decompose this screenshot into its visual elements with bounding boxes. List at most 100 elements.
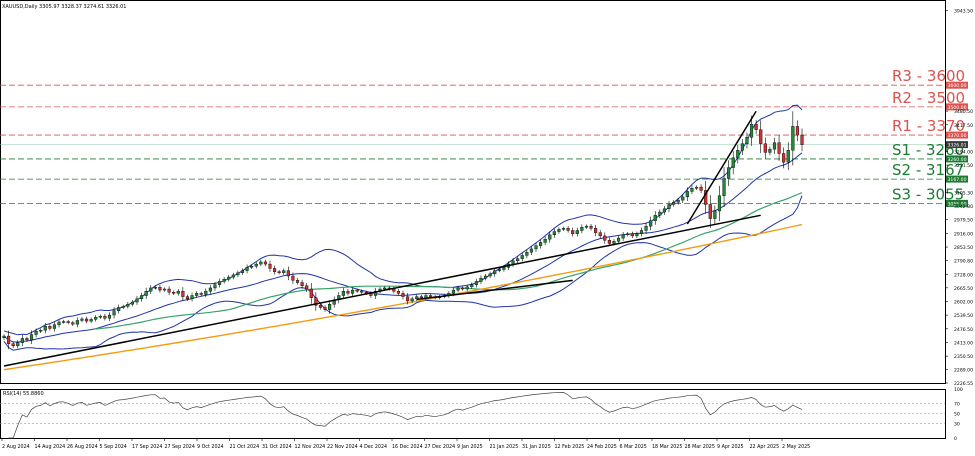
candle [465,286,469,290]
x-tick-label: 9 Jan 2025 [457,444,483,450]
rsi-tick-label: 0 [954,436,957,442]
x-tick-label: 12 Feb 2025 [555,444,585,450]
candle [575,230,579,234]
candle [16,342,20,347]
level-tag-text: 3260.00 [948,157,967,163]
candle [135,298,139,303]
x-tick-label: 22 Nov 2024 [327,444,358,450]
levels-layer [0,84,945,204]
level-label: S3 - 3055 [892,185,964,203]
level-tag-text: 3370.00 [948,133,967,139]
candle [350,289,355,294]
candle [525,251,529,256]
current-price-tag [946,141,968,149]
x-tick-label: 6 Mar 2025 [620,444,647,450]
symbol-header: XAUUSD,Daily 3305.97 3328.37 3274.61 332… [2,4,127,10]
candle [34,331,38,335]
x-tick-label: 21 Jan 2025 [490,444,519,450]
candle [245,267,249,271]
candle [341,290,345,296]
rsi-indicator: 100 70 50 30 0 [0,387,963,442]
trendline-long [3,214,761,367]
candle [415,296,419,299]
x-tick-label: 27 Dec 2024 [425,444,456,450]
candle [254,263,258,267]
candle [149,287,153,292]
candle [557,229,561,232]
level-tag [946,81,968,89]
y-tick-label: 2413.00 [954,341,973,347]
candle [713,210,717,219]
y-tick-label: 2289.00 [954,367,973,373]
candle [167,288,171,293]
candle [259,261,263,265]
candle [286,270,290,277]
level-tag [946,175,968,183]
rsi-plot-border [0,389,946,439]
y-tick-label: 2790.80 [954,259,973,265]
candle [89,319,93,322]
level-tag [946,199,968,207]
candle [392,288,396,292]
x-tick-label: 16 Dec 2024 [392,444,423,450]
y-tick-label: 2916.00 [954,232,973,238]
level-tag-text: 3167.00 [948,177,967,183]
candle [548,234,552,240]
candle [162,288,167,291]
candle [616,237,621,242]
candle [346,290,350,294]
candle [144,290,148,296]
candle [772,142,777,150]
candle [493,270,497,275]
candle [153,287,157,289]
level-tag [946,131,968,139]
x-axis: 2 Aug 2024 14 Aug 2024 26 Aug 2024 5 Sep 20… [1,438,810,450]
candle [383,287,387,290]
y-tick-label: 2728.00 [954,272,973,278]
x-tick-label: 21 Oct 2024 [230,444,260,450]
candle [185,296,190,299]
candle [649,220,653,227]
candle [84,318,89,322]
candle [318,305,323,308]
candle [552,231,556,236]
candle [607,240,611,244]
candle [52,324,57,329]
x-tick-label: 18 Mar 2025 [652,444,682,450]
candle [759,129,763,144]
candle [295,280,300,283]
rsi-tick-label: 30 [954,421,960,427]
candles-layer [2,111,804,350]
x-tick-label: 26 Aug 2024 [67,444,98,450]
candle [594,228,598,233]
x-tick-label: 27 Sep 2024 [165,444,195,450]
candle [176,290,180,294]
candle [401,293,405,297]
candle [419,296,423,298]
candle [43,326,47,331]
candle [722,178,726,196]
candle [667,204,671,209]
candle [103,315,107,319]
candle [57,321,61,325]
candle [11,343,15,347]
y-tick-label: 3042.80 [954,204,973,210]
y-tick-label: 3943.50 [954,9,973,15]
candle [360,290,364,293]
candle [470,284,474,288]
candle [20,338,24,343]
candle [768,148,772,153]
rsi-tick-label: 50 [954,412,960,418]
candle [717,195,722,212]
candle [539,242,543,246]
candle [630,233,634,237]
candle [474,281,478,285]
candle [406,296,410,302]
candle [736,150,740,159]
candle [456,287,460,291]
candle [516,258,520,262]
candle [268,263,272,269]
candle [488,273,492,277]
moving-average-orange [3,223,803,371]
candle [782,153,786,163]
